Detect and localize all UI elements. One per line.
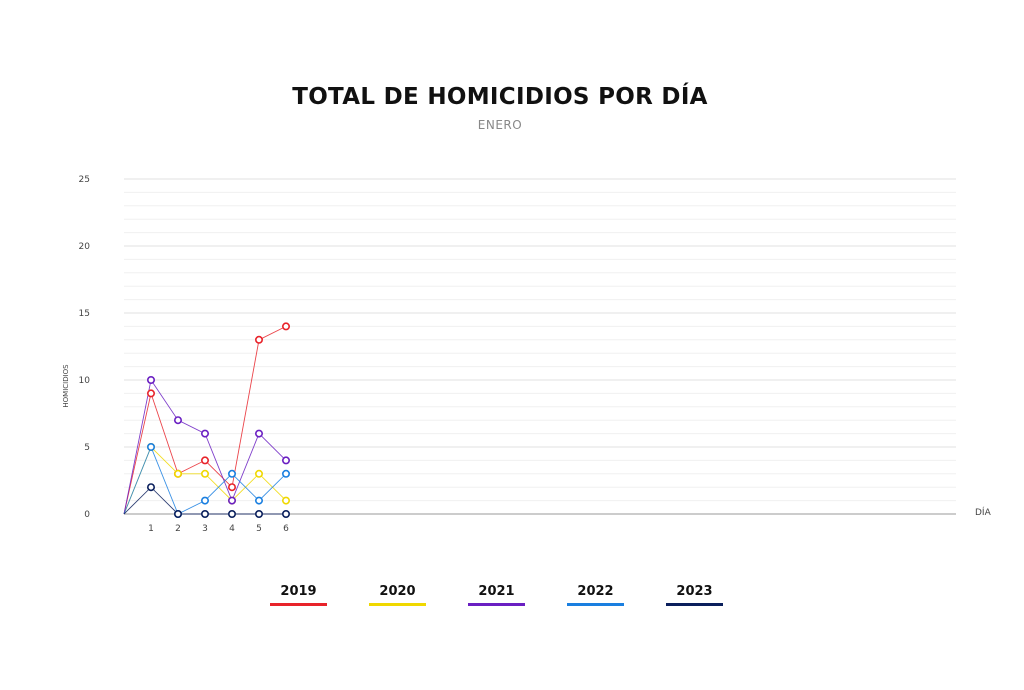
data-point-2023 bbox=[255, 509, 264, 518]
data-point-2019 bbox=[255, 335, 264, 344]
data-point-2023 bbox=[281, 509, 290, 518]
y-tick-label: 0 bbox=[84, 510, 90, 520]
data-point-2021 bbox=[228, 496, 237, 505]
data-point-2021 bbox=[174, 416, 183, 425]
x-tick-label: 5 bbox=[256, 524, 262, 534]
x-axis-ticks: 1 2 3 4 5 6 bbox=[148, 524, 289, 534]
data-point-2021 bbox=[201, 429, 210, 438]
data-point-2019 bbox=[147, 389, 156, 398]
data-point-2021 bbox=[255, 429, 264, 438]
legend: 2019 2020 2021 2022 2023 bbox=[270, 584, 723, 606]
legend-item-2021: 2021 bbox=[468, 584, 525, 606]
y-axis-ticks: 0 5 10 15 20 25 bbox=[79, 175, 91, 520]
chart-title: TOTAL DE HOMICIDIOS POR DÍA bbox=[292, 84, 708, 110]
data-point-2019 bbox=[281, 322, 290, 331]
y-axis-label: HOMICIDIOS bbox=[62, 364, 70, 408]
data-point-2023 bbox=[228, 509, 237, 518]
data-point-2022 bbox=[228, 469, 237, 478]
y-tick-label: 15 bbox=[79, 309, 90, 319]
legend-item-2019: 2019 bbox=[270, 584, 327, 606]
chart-subtitle: ENERO bbox=[477, 118, 523, 132]
y-tick-label: 5 bbox=[84, 443, 90, 453]
x-tick-label: 2 bbox=[175, 524, 181, 534]
data-point-2022 bbox=[255, 496, 264, 505]
x-tick-label: 4 bbox=[229, 524, 235, 534]
y-tick-label: 25 bbox=[79, 175, 90, 185]
data-point-2022 bbox=[281, 469, 290, 478]
data-point-2020 bbox=[281, 496, 290, 505]
data-point-2023 bbox=[147, 483, 156, 492]
data-point-2020 bbox=[255, 469, 264, 478]
data-point-2020 bbox=[201, 469, 210, 478]
legend-item-2023: 2023 bbox=[666, 584, 723, 606]
series-points bbox=[147, 322, 290, 518]
data-point-2022 bbox=[147, 442, 156, 451]
data-point-2019 bbox=[201, 456, 210, 465]
y-tick-label: 10 bbox=[79, 376, 91, 386]
y-tick-label: 20 bbox=[79, 242, 91, 252]
data-point-2023 bbox=[201, 509, 210, 518]
data-point-2019 bbox=[228, 483, 237, 492]
data-point-2021 bbox=[281, 456, 290, 465]
data-point-2020 bbox=[174, 469, 183, 478]
data-point-2021 bbox=[147, 375, 156, 384]
x-tick-label: 1 bbox=[148, 524, 154, 534]
legend-item-2022: 2022 bbox=[567, 584, 624, 606]
grid-lines bbox=[124, 178, 956, 502]
data-point-2022 bbox=[201, 496, 210, 505]
x-axis-label: DÍA bbox=[975, 506, 992, 518]
data-point-2023 bbox=[174, 509, 183, 518]
x-tick-label: 3 bbox=[202, 524, 208, 534]
x-tick-label: 6 bbox=[283, 524, 289, 534]
legend-item-2020: 2020 bbox=[369, 584, 426, 606]
